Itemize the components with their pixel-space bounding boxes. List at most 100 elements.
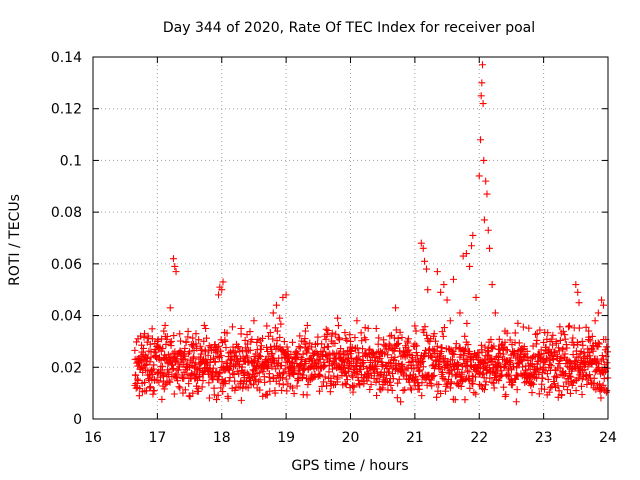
data-point bbox=[565, 322, 573, 330]
data-point bbox=[154, 336, 162, 344]
data-point bbox=[256, 345, 264, 353]
data-point bbox=[334, 314, 342, 322]
data-point bbox=[511, 329, 519, 337]
data-point bbox=[419, 244, 427, 252]
data-point bbox=[563, 386, 571, 394]
data-point bbox=[549, 341, 557, 349]
data-point bbox=[303, 321, 311, 329]
data-point bbox=[510, 349, 518, 357]
data-point bbox=[175, 363, 183, 371]
data-point bbox=[386, 332, 394, 340]
data-point bbox=[163, 332, 171, 340]
data-point bbox=[363, 377, 371, 385]
data-point bbox=[464, 341, 472, 349]
data-point bbox=[495, 377, 503, 385]
data-point bbox=[341, 369, 349, 377]
data-point bbox=[346, 331, 354, 339]
data-point bbox=[137, 363, 145, 371]
data-point bbox=[475, 172, 483, 180]
data-point bbox=[572, 357, 580, 365]
data-point bbox=[421, 323, 429, 331]
x-axis-label: GPS time / hours bbox=[291, 458, 408, 474]
data-point bbox=[240, 374, 248, 382]
data-point bbox=[424, 286, 432, 294]
data-point bbox=[328, 329, 336, 337]
data-point bbox=[599, 301, 607, 309]
data-point bbox=[590, 374, 598, 382]
data-point bbox=[261, 378, 269, 386]
data-point bbox=[169, 255, 177, 263]
data-point bbox=[466, 262, 474, 270]
data-point bbox=[555, 347, 563, 355]
data-point bbox=[546, 337, 554, 345]
data-point bbox=[226, 374, 234, 382]
data-point bbox=[391, 344, 399, 352]
data-point bbox=[141, 330, 148, 338]
data-point bbox=[293, 351, 301, 359]
data-point bbox=[443, 296, 451, 304]
data-point bbox=[171, 262, 179, 270]
data-point bbox=[139, 344, 147, 352]
data-point bbox=[243, 369, 251, 377]
data-point bbox=[559, 327, 567, 335]
data-point bbox=[278, 386, 286, 394]
data-point bbox=[341, 380, 349, 388]
data-point bbox=[501, 327, 509, 335]
data-point bbox=[593, 355, 601, 363]
data-point bbox=[506, 336, 514, 344]
data-point bbox=[528, 389, 536, 397]
data-point bbox=[347, 337, 354, 345]
data-point bbox=[132, 338, 140, 346]
data-point bbox=[150, 387, 158, 395]
data-point bbox=[574, 374, 582, 382]
data-point bbox=[582, 323, 590, 331]
data-point bbox=[365, 364, 373, 372]
data-point bbox=[558, 391, 566, 399]
data-point bbox=[389, 375, 397, 383]
data-point bbox=[302, 360, 310, 368]
data-point bbox=[155, 378, 163, 386]
data-point bbox=[486, 374, 494, 382]
data-point bbox=[603, 364, 611, 372]
data-point bbox=[205, 379, 213, 387]
data-point bbox=[437, 365, 445, 373]
data-point bbox=[569, 351, 577, 359]
data-point bbox=[243, 331, 251, 339]
data-point bbox=[269, 335, 277, 343]
data-point bbox=[186, 348, 194, 356]
data-point bbox=[273, 327, 281, 335]
data-point bbox=[478, 61, 486, 69]
data-point bbox=[263, 391, 271, 399]
data-point bbox=[282, 291, 290, 299]
data-point bbox=[175, 383, 183, 391]
data-point bbox=[407, 384, 415, 392]
data-point bbox=[419, 363, 427, 371]
data-point bbox=[370, 369, 378, 377]
data-point bbox=[246, 328, 254, 336]
data-point bbox=[276, 333, 284, 341]
data-point bbox=[401, 386, 409, 394]
data-point bbox=[316, 372, 324, 380]
data-point bbox=[324, 343, 332, 351]
data-point bbox=[578, 391, 586, 399]
data-point bbox=[520, 343, 528, 351]
data-point bbox=[468, 242, 476, 250]
data-point bbox=[540, 358, 548, 366]
data-point bbox=[372, 325, 380, 332]
data-point bbox=[599, 381, 607, 389]
y-tick-label: 0.08 bbox=[51, 205, 82, 221]
data-point bbox=[192, 330, 200, 338]
data-point bbox=[566, 389, 574, 397]
data-point bbox=[219, 278, 227, 286]
data-point bbox=[359, 345, 366, 353]
data-point bbox=[456, 309, 464, 317]
data-point bbox=[565, 323, 573, 331]
data-point bbox=[591, 317, 599, 325]
data-point bbox=[239, 353, 247, 361]
data-point bbox=[495, 335, 503, 343]
data-point bbox=[376, 385, 384, 393]
x-tick-label: 20 bbox=[342, 430, 360, 446]
data-point bbox=[343, 336, 351, 344]
data-point bbox=[153, 337, 161, 345]
